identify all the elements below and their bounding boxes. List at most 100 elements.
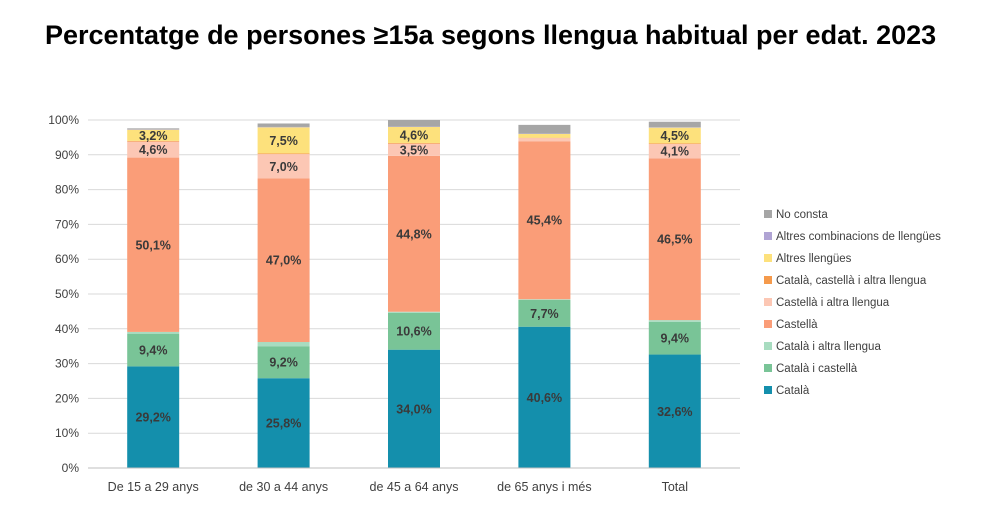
legend-swatch [764, 232, 772, 240]
data-label: 44,8% [396, 227, 431, 241]
legend-label: No consta [776, 209, 828, 221]
bars [127, 120, 701, 468]
bar-segment [518, 299, 571, 327]
legend-swatch [764, 254, 772, 262]
y-tick-label: 70% [55, 217, 79, 231]
data-label: 7,7% [530, 307, 559, 321]
y-tick-label: 20% [55, 391, 79, 405]
y-axis: 0% 10% 20% 30% 40% 50% 60% 70% 80% 90% 100% [48, 113, 79, 475]
x-tick-label: de 30 a 44 anys [239, 480, 328, 494]
x-tick-label: de 45 a 64 anys [370, 480, 459, 494]
legend-label: Altres combinacions de llengües [776, 231, 941, 243]
data-label: 4,6% [139, 143, 168, 157]
data-label: 10,6% [396, 325, 431, 339]
data-label: 45,4% [527, 214, 562, 228]
data-label: 4,6% [400, 128, 429, 142]
bar-segment [127, 140, 180, 142]
bar-segment [648, 321, 701, 355]
bar-segment [388, 311, 440, 313]
data-label: 4,1% [661, 145, 690, 159]
bar-segment [388, 120, 440, 127]
data-label: 9,4% [139, 344, 168, 358]
bar-segment [388, 312, 440, 350]
bar-segment [648, 354, 701, 468]
bar-segment [648, 143, 701, 145]
legend-swatch [764, 364, 772, 372]
y-tick-label: 50% [55, 287, 79, 301]
data-label: 3,5% [400, 143, 429, 157]
data-label: 9,4% [661, 332, 690, 346]
bar-segment [388, 143, 440, 156]
legend: No consta Altres combinacions de llengües… [764, 209, 941, 397]
bar-segment [388, 155, 440, 312]
bar-segment [127, 333, 180, 367]
legend-swatch [764, 386, 772, 394]
bar-segment [518, 133, 571, 138]
legend-swatch [764, 342, 772, 350]
legend-label: Castellà i altra llengua [776, 297, 890, 309]
legend-swatch [764, 320, 772, 328]
legend-label: Català, castellà i altra llengua [776, 275, 927, 287]
legend-swatch [764, 276, 772, 284]
legend-label: Altres llengües [776, 253, 852, 265]
data-label: 46,5% [657, 233, 692, 247]
bar-segment [648, 121, 701, 128]
bar-segment [127, 366, 180, 468]
legend-label: Català i altra llengua [776, 341, 881, 353]
data-label: 4,5% [661, 129, 690, 143]
bar-segment [518, 326, 571, 468]
bar-segment [127, 157, 180, 332]
data-label: 32,6% [657, 405, 692, 419]
bar-segment [388, 142, 440, 144]
data-label: 34,0% [396, 402, 431, 416]
legend-swatch [764, 210, 772, 218]
y-tick-label: 60% [55, 252, 79, 266]
data-label: 50,1% [135, 238, 170, 252]
y-tick-label: 30% [55, 357, 79, 371]
legend-label: Castellà [776, 319, 818, 331]
bar-segment [257, 378, 310, 468]
x-axis: De 15 a 29 anys de 30 a 44 anys de 45 a 64… [88, 467, 740, 494]
data-labels: 29,2%9,4%50,1%4,6%3,2%25,8%9,2%47,0%7,0%… [135, 128, 692, 430]
x-tick-label: de 65 anys i més [497, 480, 592, 494]
legend-label: Català [776, 385, 810, 397]
bar-segment [257, 153, 310, 155]
bar-segment [388, 349, 440, 468]
bar-segment [518, 299, 571, 300]
x-tick-label: Total [662, 480, 688, 494]
legend-swatch [764, 298, 772, 306]
data-label: 40,6% [527, 391, 562, 405]
data-label: 7,5% [269, 134, 298, 148]
chart-title: Percentatge de persones ≥15a segons llen… [45, 20, 937, 50]
y-tick-label: 40% [55, 322, 79, 336]
bar-segment [648, 320, 701, 322]
y-tick-label: 10% [55, 426, 79, 440]
data-label: 25,8% [266, 417, 301, 431]
bar-segment [648, 144, 701, 159]
bar-segment [127, 331, 180, 334]
legend-label: Català i castellà [776, 363, 858, 375]
data-label: 3,2% [139, 129, 168, 143]
bar-segment [518, 124, 571, 134]
x-tick-label: De 15 a 29 anys [108, 480, 199, 494]
bar-segment [127, 128, 180, 130]
bar-segment [518, 141, 571, 300]
bar-segment [257, 154, 310, 179]
y-tick-label: 100% [48, 113, 79, 127]
bar-segment [257, 123, 310, 127]
data-label: 47,0% [266, 254, 301, 268]
bar-segment [257, 346, 310, 379]
y-tick-label: 90% [55, 148, 79, 162]
bar-segment [648, 127, 701, 144]
y-tick-label: 80% [55, 183, 79, 197]
bar-segment [257, 178, 310, 343]
bar-segment [127, 141, 180, 158]
y-tick-label: 0% [62, 461, 80, 475]
data-label: 7,0% [269, 160, 298, 174]
bar-segment [257, 342, 310, 347]
bar-segment [648, 158, 701, 321]
data-label: 29,2% [135, 411, 170, 425]
bar-segment [518, 138, 571, 142]
bar-segment [388, 126, 440, 143]
